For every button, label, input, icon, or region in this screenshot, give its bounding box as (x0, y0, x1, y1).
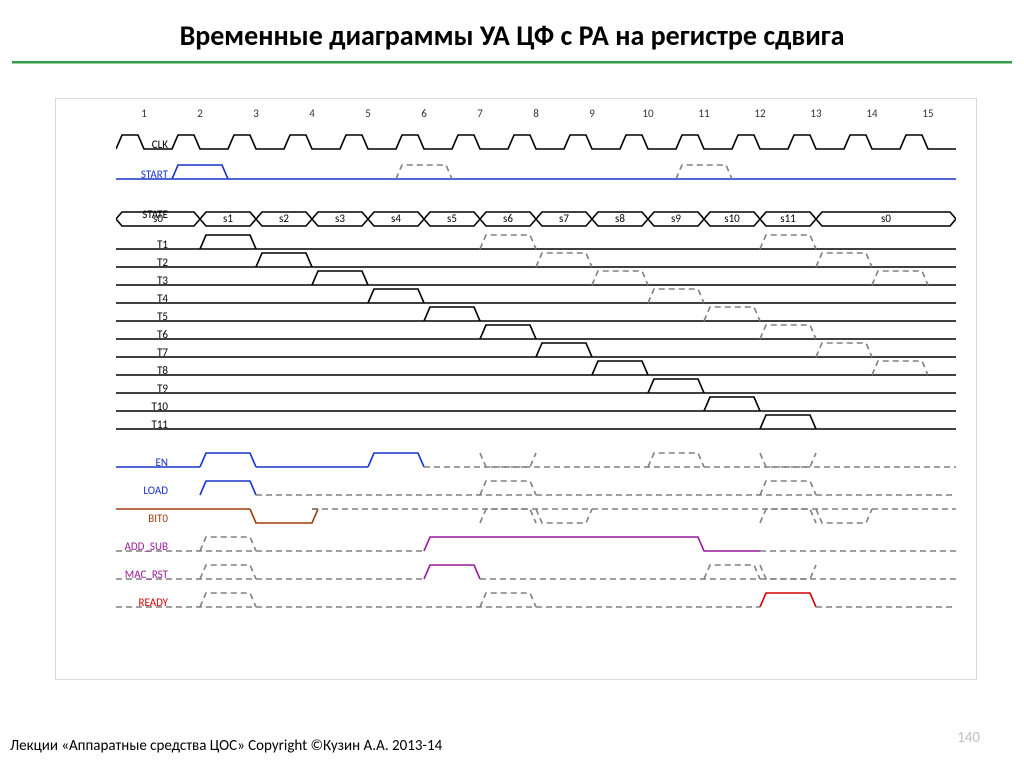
signal-label: T1 (48, 238, 168, 251)
signal-label: T9 (48, 382, 168, 395)
bus-cell: s4 (368, 212, 424, 225)
signal-label: LOAD (48, 484, 168, 497)
bus-cell: s8 (592, 212, 648, 225)
signal-label: T2 (48, 256, 168, 269)
signal-label: EN (48, 456, 168, 469)
bus-cell: s1 (200, 212, 256, 225)
bus-cell: s2 (256, 212, 312, 225)
signal-label: START (48, 168, 168, 181)
signal-label: T11 (48, 418, 168, 431)
bus-cell: s7 (536, 212, 592, 225)
bus-cell: s11 (760, 212, 816, 225)
bus-cell: s10 (704, 212, 760, 225)
bus-cell: s3 (312, 212, 368, 225)
signal-label: T4 (48, 292, 168, 305)
signal-label: T6 (48, 328, 168, 341)
page-number: 140 (957, 729, 980, 747)
bus-cell: s0 (816, 212, 956, 225)
bus-cell: s0 (116, 212, 200, 225)
signal-label: MAC_RST (48, 568, 168, 581)
signal-label: T5 (48, 310, 168, 323)
signal-label: T10 (48, 400, 168, 413)
signal-label: T8 (48, 364, 168, 377)
signal-label: T3 (48, 274, 168, 287)
bus-cell: s9 (648, 212, 704, 225)
bus-cell: s5 (424, 212, 480, 225)
signal-label: T7 (48, 346, 168, 359)
page-title: Временные диаграммы УА ЦФ с РА на регист… (180, 18, 845, 57)
signal-label: BIT0 (48, 512, 168, 525)
timing-diagram: 123456789101112131415CLKSTARTSTATEs0s1s2… (55, 98, 977, 680)
signal-label: ADD_SUB (48, 540, 168, 553)
title-underline (12, 61, 1012, 64)
bus-cell: s6 (480, 212, 536, 225)
signal-label: CLK (48, 138, 168, 151)
footer-text: Лекции «Аппаратные средства ЦОС» Copyrig… (10, 737, 442, 755)
signal-label: READY (48, 596, 168, 609)
